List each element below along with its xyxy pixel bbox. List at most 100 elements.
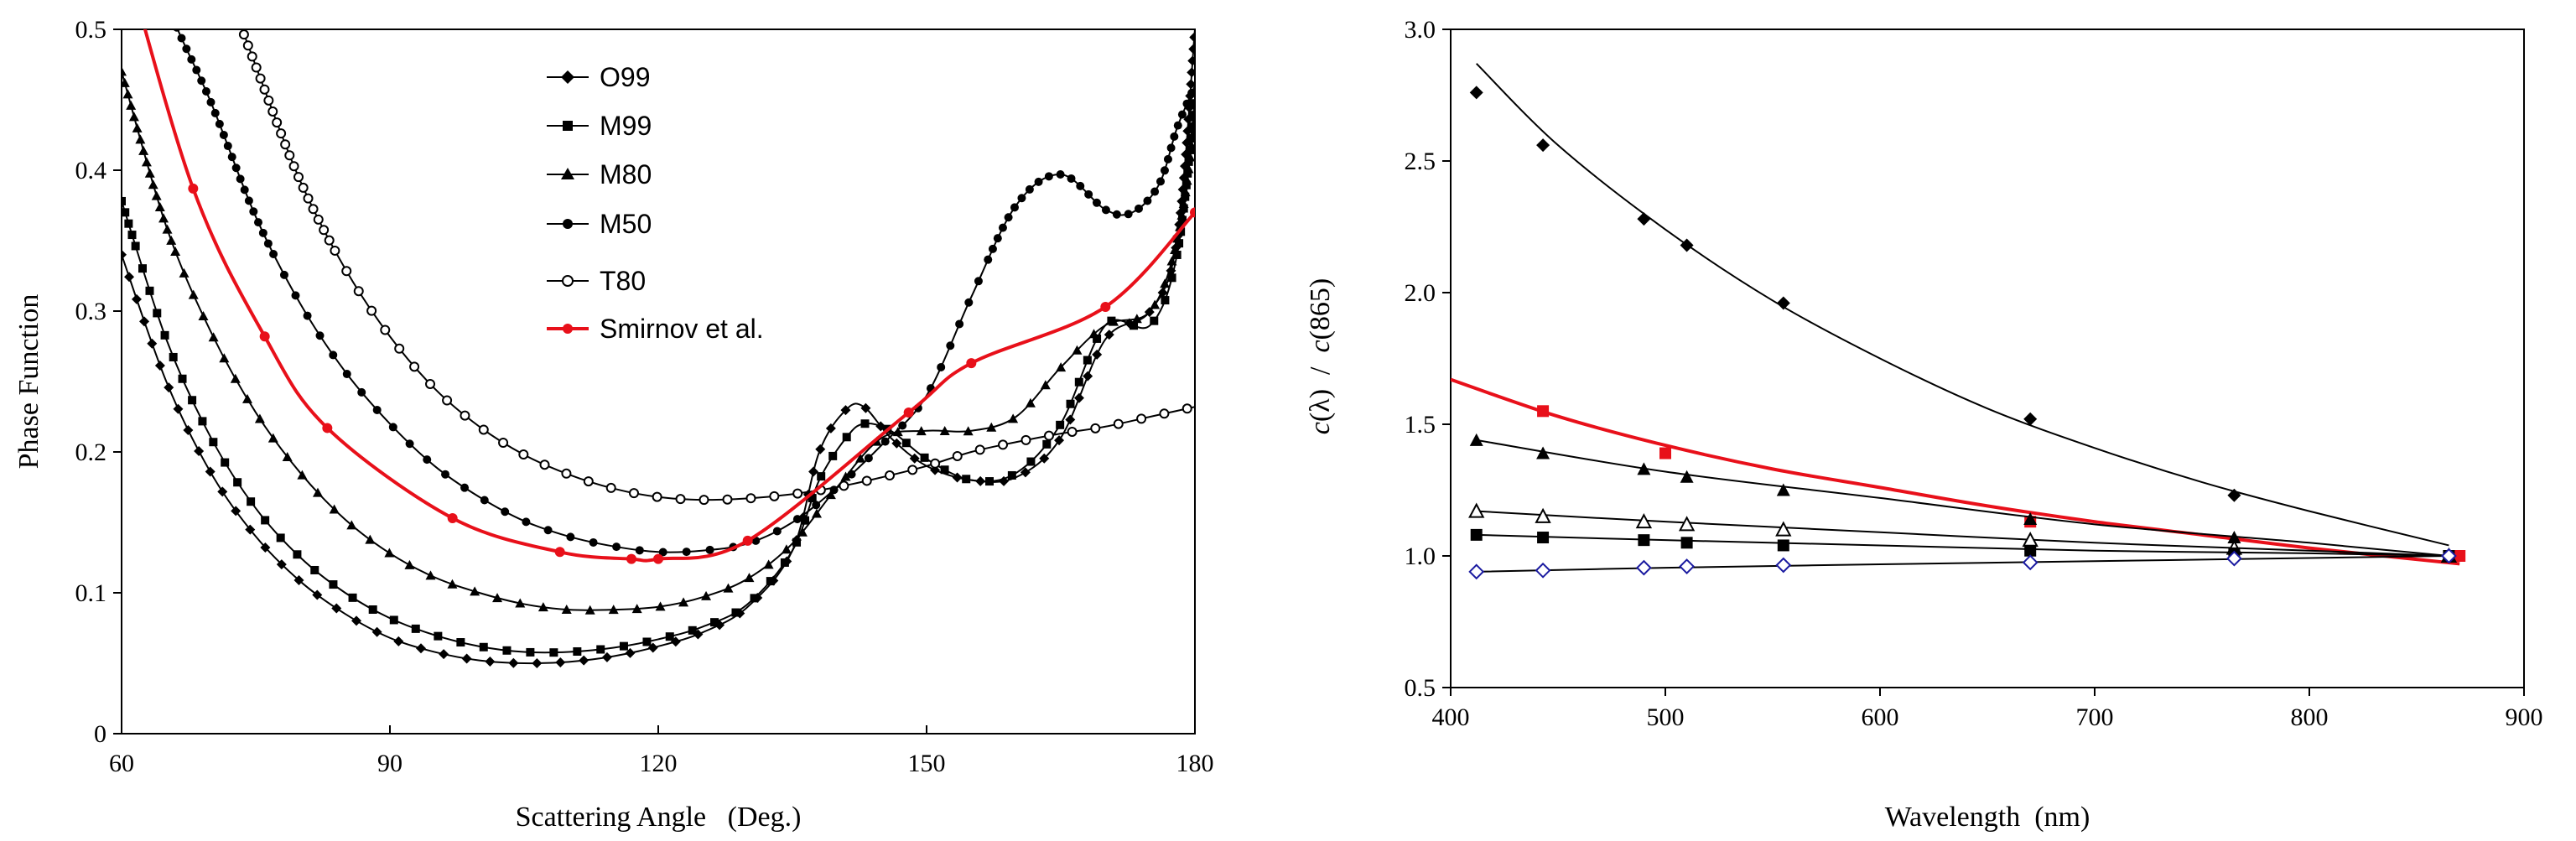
series-line-m80 <box>122 71 1195 611</box>
data-point-t80 <box>409 361 420 372</box>
data-point-diamond-open-blue <box>1468 563 1485 580</box>
data-point-m99 <box>389 615 398 625</box>
data-point-m80 <box>1150 299 1161 309</box>
phase-function-chart: 60 90 120 150 180 0 0.1 0.2 0.3 0.4 0.5 Phase Func… <box>13 16 1214 833</box>
series-square-filled <box>1470 528 2455 562</box>
data-point-t80 <box>792 488 803 499</box>
data-point-m80 <box>986 422 997 432</box>
data-point-m80 <box>208 332 219 342</box>
right-y-tick-label: 0.5 <box>1405 674 1436 702</box>
data-point-m80 <box>219 353 230 363</box>
data-point-m80 <box>470 586 480 596</box>
data-point-m80 <box>179 267 190 278</box>
data-point-m50 <box>1170 132 1179 141</box>
data-point-t80 <box>1159 408 1170 419</box>
data-point-m80 <box>297 470 308 480</box>
data-point-t80 <box>974 444 985 455</box>
data-point-square-filled <box>1777 539 1789 552</box>
data-point-smirnov-et-al <box>322 423 333 433</box>
data-point-m99 <box>1189 111 1195 120</box>
data-point-m99 <box>1172 250 1182 259</box>
data-point-m80 <box>797 527 808 537</box>
data-point-o99 <box>173 403 184 414</box>
data-point-smirnov-et-al <box>966 358 977 369</box>
data-point-t80 <box>478 424 489 435</box>
data-point-m50 <box>206 97 216 106</box>
data-point-m99 <box>1187 134 1195 143</box>
data-point-triangle-open <box>1635 513 1653 529</box>
series-diamond-open-blue <box>1468 548 2457 580</box>
data-point-m50 <box>998 223 1007 232</box>
data-point-t80 <box>251 62 262 73</box>
data-point-m99 <box>780 558 789 567</box>
data-point-triangle-open <box>1678 516 1696 532</box>
data-point-square-filled <box>1638 534 1650 547</box>
right-y-axis-title-lambda: (λ) / <box>1305 353 1336 423</box>
legend-label-smirnov: Smirnov et al. <box>600 314 764 344</box>
data-point-smirnov-et-al <box>554 547 565 558</box>
left-x-tick-label: 90 <box>377 750 402 777</box>
data-point-m50 <box>263 239 273 248</box>
data-point-m80 <box>329 504 340 514</box>
legend-marker-m50 <box>563 219 573 229</box>
data-point-m80 <box>346 520 357 530</box>
data-point-t80 <box>745 493 756 504</box>
data-point-m50 <box>864 454 873 463</box>
data-point-m50 <box>612 542 621 552</box>
data-point-triangle-filled <box>2023 512 2038 526</box>
data-point-smirnov-et-al <box>653 553 663 564</box>
data-point-m50 <box>210 108 220 117</box>
data-point-o99 <box>183 425 194 436</box>
data-point-m80 <box>1183 164 1194 174</box>
data-point-m99 <box>549 648 558 657</box>
data-point-m50 <box>231 164 241 173</box>
data-point-o99 <box>260 542 271 553</box>
data-point-smirnov-et-al <box>188 183 199 194</box>
left-y-tick-label: 0.2 <box>75 439 107 466</box>
right-series-group <box>1451 63 2466 580</box>
data-point-m99 <box>261 516 270 525</box>
data-point-diamond-open-blue <box>1775 557 1792 574</box>
data-point-m50 <box>1025 184 1034 194</box>
data-point-diamond-filled <box>1469 86 1483 100</box>
right-y-tick-label: 2.0 <box>1405 279 1436 307</box>
data-point-t80 <box>288 161 299 172</box>
data-point-m99 <box>1056 420 1065 429</box>
data-point-m80 <box>678 597 689 607</box>
data-point-m99 <box>920 453 929 462</box>
data-point-t80 <box>280 139 291 150</box>
data-point-m50 <box>682 548 691 557</box>
series-smirnov-et-al <box>143 29 1195 564</box>
data-point-m99 <box>169 352 178 361</box>
data-point-m99 <box>209 438 218 447</box>
right-tick-labels: 400 500 600 700 800 900 0.5 1.0 1.5 2.0 2.5 3.0 <box>1405 16 2543 731</box>
data-point-t80 <box>330 245 340 256</box>
legend-entry-smirnov: Smirnov et al. <box>547 314 764 344</box>
left-y-tick-label: 0.3 <box>75 298 107 325</box>
data-point-m99 <box>145 286 154 295</box>
data-point-m50 <box>772 527 782 536</box>
data-point-t80 <box>324 235 335 246</box>
data-point-o99 <box>131 293 142 304</box>
right-x-tick-label: 800 <box>2291 703 2329 731</box>
data-point-m99 <box>1161 296 1170 305</box>
data-point-m80 <box>1180 187 1191 197</box>
data-point-o99 <box>860 402 871 413</box>
data-point-m99 <box>247 497 256 506</box>
data-point-diamond-filled <box>1776 296 1790 310</box>
data-point-m50 <box>1084 189 1093 199</box>
data-point-m50 <box>1150 187 1160 196</box>
data-point-m99 <box>1130 321 1139 330</box>
data-point-m50 <box>1092 198 1101 207</box>
data-point-m99 <box>276 533 285 542</box>
data-point-t80 <box>313 214 324 225</box>
data-point-m80 <box>141 157 152 167</box>
data-point-smirnov-et-al <box>742 535 753 546</box>
data-point-triangle-filled <box>1776 483 1790 496</box>
data-point-m50 <box>705 545 714 554</box>
data-point-m50 <box>357 387 366 397</box>
data-point-m50 <box>847 470 856 479</box>
data-point-t80 <box>498 438 509 449</box>
data-point-m50 <box>984 255 993 264</box>
data-point-m50 <box>303 311 312 320</box>
